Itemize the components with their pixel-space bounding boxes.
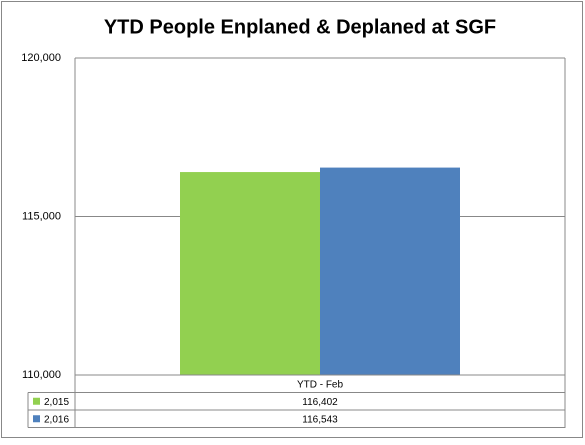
legend-swatch [33,415,40,423]
data-table-value: 116,543 [302,414,338,425]
bar [180,172,320,375]
data-table-value: 116,402 [302,397,338,408]
y-tick-label: 110,000 [22,369,61,381]
legend-label: 2,016 [44,414,69,425]
legend-swatch [33,397,40,405]
chart-title: YTD People Enplaned & Deplaned at SGF [104,16,496,38]
y-tick-label: 115,000 [22,210,61,222]
bar [320,167,460,375]
x-tick-label: YTD - Feb [297,379,344,390]
legend-label: 2,015 [44,397,69,408]
y-tick-label: 120,000 [21,52,61,64]
